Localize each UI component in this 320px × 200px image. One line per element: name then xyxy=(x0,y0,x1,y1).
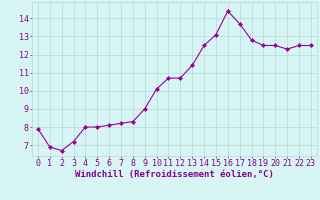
X-axis label: Windchill (Refroidissement éolien,°C): Windchill (Refroidissement éolien,°C) xyxy=(75,170,274,179)
